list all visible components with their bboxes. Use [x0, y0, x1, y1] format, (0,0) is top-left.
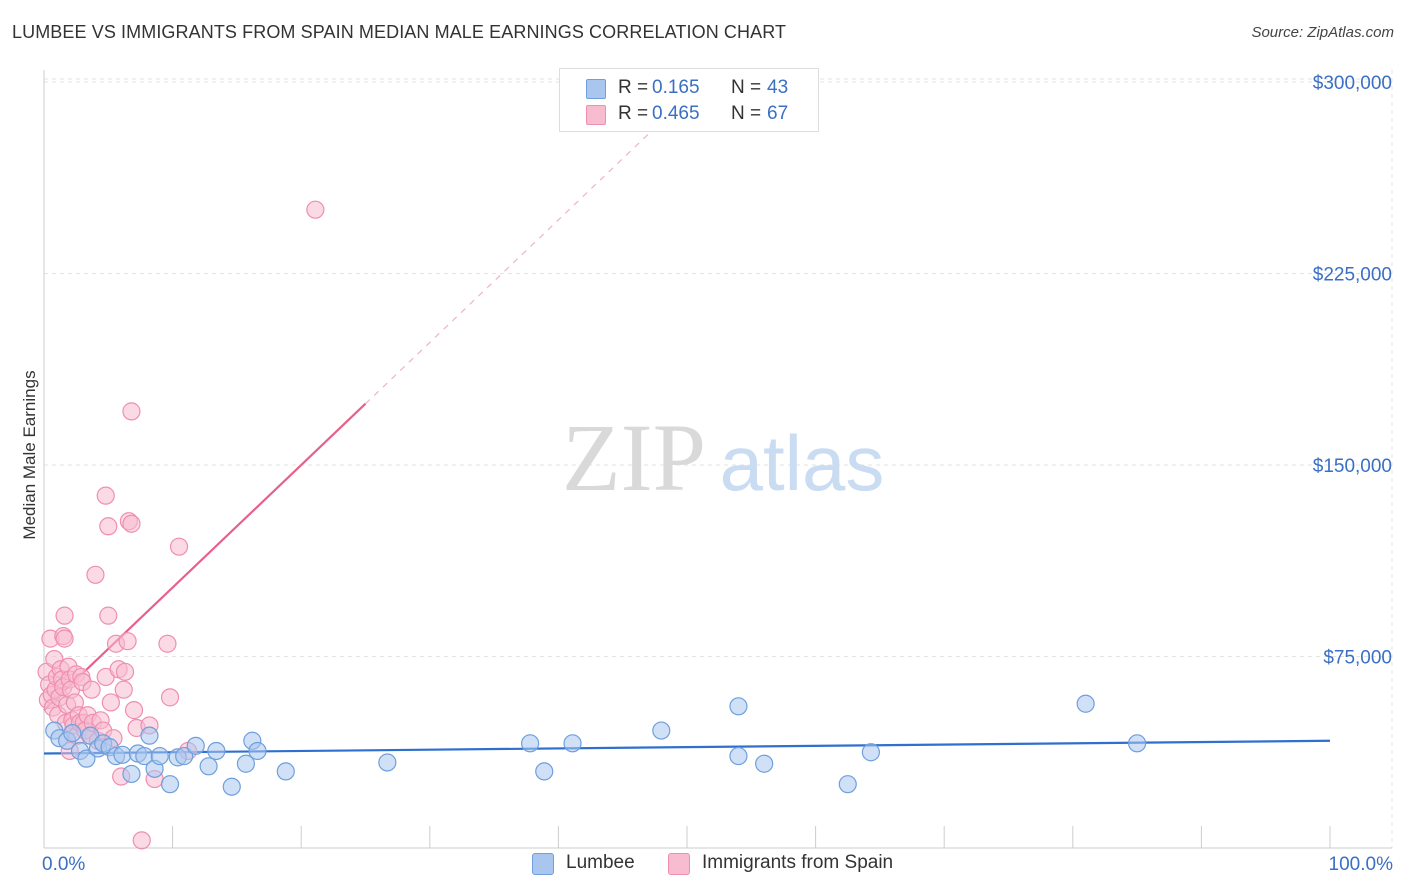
- x-tick-label-min: 0.0%: [42, 854, 85, 875]
- y-tick-label: $150,000: [1313, 456, 1392, 477]
- y-tick-label: $75,000: [1323, 648, 1392, 669]
- lumbee-point: [140, 726, 159, 745]
- x-tick-label-max: 100.0%: [1329, 854, 1394, 875]
- lumbee-point: [122, 764, 141, 784]
- lumbee-point: [563, 734, 582, 753]
- spain-point: [306, 200, 325, 219]
- lumbee-swatch: [586, 79, 606, 99]
- spain-trend-line: [43, 402, 367, 711]
- y-tick-label: $225,000: [1313, 265, 1392, 286]
- spain-point: [55, 629, 74, 648]
- spain-point: [122, 402, 141, 421]
- lumbee-point: [248, 741, 267, 761]
- y-tick-label: $300,000: [1313, 73, 1392, 94]
- lumbee-point: [378, 753, 397, 772]
- lumbee-point: [77, 749, 96, 768]
- spain-point: [114, 680, 133, 699]
- gridlines: [44, 70, 1393, 848]
- lumbee-point: [535, 762, 554, 781]
- spain-point: [96, 486, 115, 505]
- spain-swatch: [586, 105, 606, 125]
- lumbee-point: [199, 757, 218, 776]
- spain-point: [115, 662, 135, 681]
- spain-swatch: [668, 853, 690, 875]
- spain-point: [122, 514, 141, 533]
- spain-point: [99, 606, 118, 625]
- n-value: 67: [767, 103, 789, 124]
- lumbee-point: [150, 746, 169, 766]
- lumbee-swatch: [532, 853, 554, 875]
- legend-label: Lumbee: [566, 852, 635, 873]
- spain-point: [124, 701, 144, 720]
- legend-label: Immigrants from Spain: [702, 852, 894, 873]
- spain-point: [132, 831, 151, 850]
- spain-point: [160, 688, 180, 707]
- n-label: N =: [731, 103, 762, 124]
- spain-point: [82, 680, 101, 699]
- spain-point: [118, 632, 137, 651]
- r-value: 0.165: [652, 77, 700, 98]
- lumbee-point: [729, 746, 748, 766]
- lumbee-point: [729, 697, 748, 716]
- watermark-zip: ZIP: [562, 404, 706, 511]
- spain-point: [99, 517, 118, 536]
- spain-point: [86, 565, 105, 584]
- lumbee-point: [236, 754, 256, 773]
- spain-point: [101, 693, 120, 712]
- spain-point: [158, 634, 177, 653]
- lumbee-point: [207, 741, 226, 761]
- lumbee-point: [1127, 734, 1147, 753]
- lumbee-point: [521, 734, 540, 753]
- lumbee-point: [755, 754, 774, 773]
- spain-point: [55, 606, 74, 625]
- correlation-legend: R = 0.165 N = 43 R = 0.465 N = 67: [559, 68, 819, 132]
- lumbee-point: [160, 775, 180, 794]
- r-label: R =: [618, 103, 649, 124]
- chart-title: LUMBEE VS IMMIGRANTS FROM SPAIN MEDIAN M…: [12, 22, 787, 42]
- lumbee-point: [276, 762, 295, 781]
- lumbee-point: [186, 736, 205, 755]
- watermark: ZIP atlas: [562, 404, 884, 511]
- lumbee-point: [838, 775, 857, 794]
- lumbee-point: [861, 743, 880, 762]
- r-label: R =: [618, 77, 649, 98]
- lumbee-point: [1076, 694, 1095, 713]
- source-credit: Source: ZipAtlas.com: [1251, 24, 1394, 41]
- lumbee-point: [113, 745, 132, 764]
- lumbee-point: [652, 721, 671, 740]
- r-value: 0.465: [652, 103, 700, 124]
- lumbee-point: [222, 777, 241, 796]
- lumbee-points: [45, 694, 1147, 796]
- spain-point: [169, 537, 189, 556]
- lumbee-point: [175, 746, 194, 766]
- watermark-atlas: atlas: [720, 419, 885, 507]
- spain-trend-extension: [365, 96, 688, 405]
- n-value: 43: [767, 77, 789, 98]
- axes: [43, 70, 1392, 849]
- lumbee-point: [63, 723, 82, 743]
- tick-labels: $75,000 $150,000 $225,000 $300,000 0.0% 100.0…: [42, 73, 1393, 875]
- n-label: N =: [731, 77, 762, 98]
